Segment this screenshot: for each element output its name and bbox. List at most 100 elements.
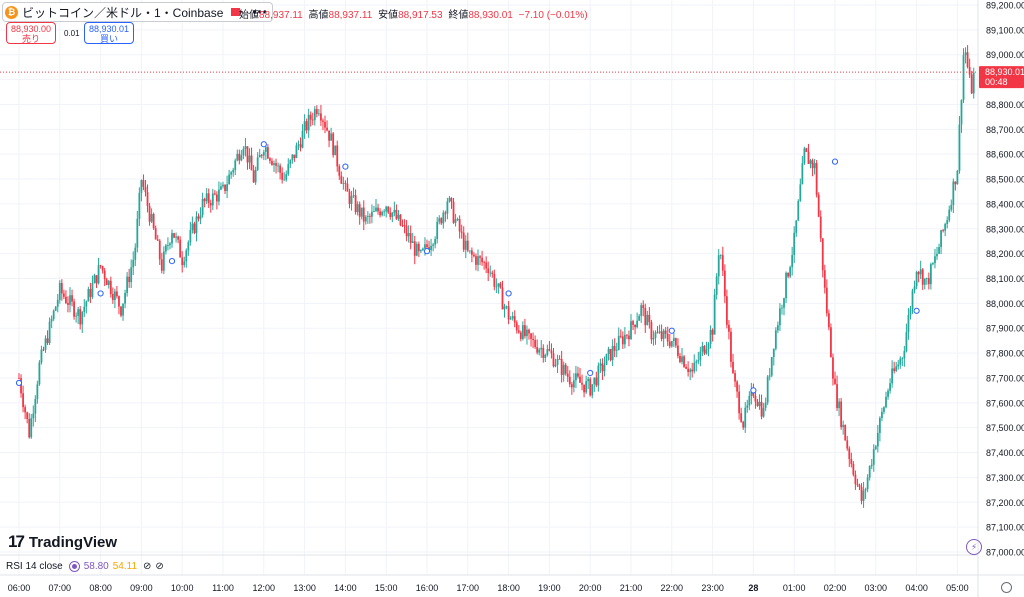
candle-body — [297, 144, 300, 146]
candle-body — [299, 144, 302, 148]
rsi-indicator-icon[interactable] — [68, 561, 80, 572]
candle-body — [279, 165, 282, 173]
candle-body — [934, 256, 936, 264]
settings-icon[interactable] — [1001, 582, 1012, 593]
x-tick-label: 05:00 — [946, 583, 969, 593]
buy-button[interactable]: 88,930.01 買い — [84, 22, 134, 44]
candle-body — [603, 364, 606, 372]
rsi-legend[interactable]: RSI 14 close 58.80 54.11 ⊘ ⊘ — [6, 561, 168, 572]
candle-body — [254, 169, 257, 183]
hide-icon[interactable]: ⊘ — [143, 561, 152, 572]
candle-body — [262, 151, 265, 156]
candle-body — [132, 259, 135, 268]
candle-body — [395, 209, 398, 219]
candle-body — [48, 321, 51, 344]
symbol-selector[interactable]: ₿ ビットコイン／米ドル・1・Coinbase ••• — [2, 2, 273, 22]
candle-body — [422, 248, 424, 251]
candle-body — [615, 349, 618, 351]
candle-body — [466, 240, 469, 251]
candle-body — [226, 184, 228, 191]
candle-body — [81, 311, 84, 325]
candle-body — [475, 256, 477, 265]
candle-body — [874, 446, 877, 450]
candle-body — [593, 377, 596, 385]
candle-body — [458, 218, 461, 232]
event-marker — [168, 257, 176, 265]
candle-body — [56, 299, 59, 307]
candle-body — [730, 331, 732, 362]
candle-body — [654, 332, 657, 339]
candle-body — [83, 306, 86, 312]
candle-body — [393, 209, 396, 213]
candle-body — [328, 130, 330, 141]
remove-icon[interactable]: ⊘ — [155, 561, 164, 572]
candle-body — [238, 153, 241, 161]
low-value: 88,917.53 — [398, 10, 443, 21]
candle-body — [909, 309, 912, 315]
candle-body — [652, 338, 655, 340]
candle-body — [599, 363, 602, 366]
y-tick-label: 89,200.00 — [986, 1, 1024, 11]
candle-body — [642, 305, 645, 308]
candle-body — [30, 418, 33, 438]
candle-body — [356, 204, 359, 213]
rsi-name[interactable]: RSI 14 close — [6, 561, 63, 572]
tradingview-logo[interactable]: 17 TradingView — [8, 532, 117, 552]
candle-body — [719, 255, 722, 256]
flag-icon[interactable] — [231, 8, 244, 16]
event-marker — [423, 248, 431, 255]
candle-body — [103, 270, 106, 280]
candle-body — [79, 309, 82, 325]
candle-body — [511, 316, 514, 319]
candle-body — [252, 170, 255, 183]
x-tick-label: 10:00 — [171, 583, 194, 593]
candle-body — [862, 490, 865, 501]
candle-body — [89, 289, 92, 297]
candle-body — [509, 318, 512, 320]
symbol-title[interactable]: ビットコイン／米ドル・1・Coinbase — [22, 5, 224, 20]
candle-body — [756, 401, 759, 407]
candle-body — [487, 268, 490, 274]
candle-body — [760, 401, 763, 417]
candle-body — [966, 52, 969, 68]
candle-body — [903, 351, 906, 359]
candle-body — [668, 341, 671, 347]
candle-body — [923, 278, 926, 285]
candle-body — [819, 216, 822, 239]
x-tick-label: 11:00 — [212, 583, 234, 593]
candle-body — [173, 233, 175, 238]
candle-body — [187, 242, 190, 251]
y-tick-label: 87,200.00 — [986, 498, 1024, 508]
more-options-icon[interactable]: ••• — [252, 5, 268, 19]
candle-body — [383, 211, 386, 213]
candle-body — [954, 181, 957, 185]
candle-body — [428, 247, 430, 251]
candle-body — [746, 405, 749, 408]
candle-body — [120, 306, 122, 316]
candle-body — [93, 275, 96, 284]
candle-body — [246, 146, 249, 163]
candle-body — [540, 347, 543, 350]
x-tick-label: 14:00 — [334, 583, 357, 593]
candle-body — [634, 324, 636, 328]
candle-body — [932, 263, 934, 265]
candle-body — [836, 384, 838, 409]
candle-body — [285, 174, 288, 180]
candle-body — [925, 278, 928, 279]
candle-body — [948, 209, 951, 221]
candle-body — [215, 194, 218, 202]
candle-body — [744, 407, 747, 428]
candle-body — [950, 205, 953, 210]
candle-body — [938, 247, 940, 254]
candle-body — [281, 172, 284, 180]
candle-body — [417, 243, 420, 252]
candle-body — [36, 384, 39, 399]
candle-body — [315, 109, 318, 115]
candle-body — [519, 332, 522, 339]
candle-body — [832, 357, 834, 379]
candle-body — [864, 489, 867, 491]
lightning-icon[interactable]: ⚡ — [966, 539, 982, 555]
sell-button[interactable]: 88,930.00 売り — [6, 22, 56, 44]
candle-body — [462, 232, 465, 250]
